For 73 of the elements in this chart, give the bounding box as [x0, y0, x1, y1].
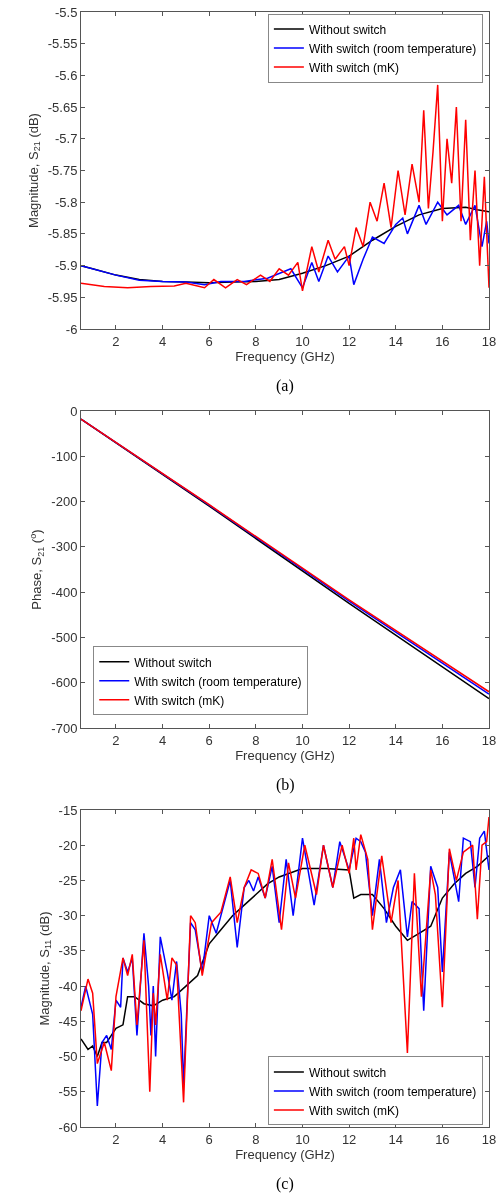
y-tick-label: -6 — [65, 321, 78, 337]
y-tick-label: 0 — [70, 403, 78, 419]
y-tick-label: -45 — [58, 1013, 78, 1029]
y-tick-label: -500 — [51, 629, 78, 645]
y-tick-label: -200 — [51, 494, 78, 510]
x-tick-label: 6 — [205, 1131, 213, 1147]
text: (c) — [276, 1175, 294, 1193]
text: (a) — [276, 377, 294, 395]
y-tick-label: -5.7 — [54, 131, 78, 147]
y-tick-label: -60 — [58, 1119, 78, 1135]
x-tick-label: 4 — [158, 333, 167, 349]
x-tick-label: 14 — [388, 333, 403, 349]
y-tick-label: -15 — [58, 802, 78, 818]
x-tick-label: 10 — [295, 732, 310, 748]
y-tick-label: -5.75 — [47, 163, 78, 179]
y-tick-label: -5.85 — [47, 226, 78, 242]
y-tick-label: -35 — [58, 943, 78, 959]
y-tick-label: -55 — [58, 1084, 78, 1100]
legend-label: With switch (room temperature) — [308, 1084, 477, 1099]
x-tick-label: 2 — [112, 1131, 120, 1147]
x-tick-label: 12 — [341, 1131, 357, 1147]
x-tick-label: 4 — [158, 1131, 167, 1147]
x-tick-label: 18 — [481, 732, 497, 748]
y-tick-label: -5.65 — [47, 99, 78, 115]
x-tick-label: 6 — [205, 732, 213, 748]
x-tick-label: 2 — [112, 333, 120, 349]
y-tick-label: -5.95 — [47, 289, 78, 305]
x-axis-title: Frequency (GHz) — [235, 349, 335, 365]
y-tick-label: -5.55 — [47, 36, 78, 52]
x-tick-label: 16 — [435, 732, 450, 748]
y-tick-label: -100 — [51, 448, 78, 464]
y-tick-label: -600 — [51, 675, 78, 691]
y-tick-label: -30 — [58, 908, 78, 924]
x-axis-title: Frequency (GHz) — [235, 748, 335, 764]
x-tick-label: 14 — [388, 1131, 403, 1147]
x-tick-label: 18 — [481, 333, 497, 349]
y-tick-label: -5.6 — [54, 67, 78, 83]
legend-label: With switch (mK) — [308, 60, 399, 75]
y-tick-label: -5.5 — [54, 4, 78, 20]
y-tick-label: -50 — [58, 1049, 78, 1065]
x-tick-label: 16 — [435, 1131, 450, 1147]
y-tick-label: -5.8 — [54, 194, 78, 210]
x-tick-label: 14 — [388, 732, 403, 748]
legend-label: Without switch — [308, 22, 387, 37]
x-tick-label: 16 — [435, 333, 450, 349]
y-tick-label: -300 — [51, 539, 78, 555]
x-tick-label: 10 — [295, 333, 310, 349]
y-tick-label: -20 — [58, 837, 78, 853]
x-axis-title: Frequency (GHz) — [235, 1147, 335, 1163]
x-tick-label: 10 — [295, 1131, 310, 1147]
legend-label: With switch (mK) — [308, 1103, 399, 1118]
x-tick-label: 8 — [252, 333, 260, 349]
line-series — [81, 84, 489, 292]
y-tick-label: -25 — [58, 872, 78, 888]
legend-label: Without switch — [134, 655, 212, 670]
y-tick-label: -400 — [51, 584, 78, 600]
x-tick-label: 4 — [158, 732, 167, 748]
x-tick-label: 2 — [112, 732, 120, 748]
legend-label: With switch (room temperature) — [308, 41, 477, 56]
x-tick-label: 8 — [252, 1131, 260, 1147]
x-tick-label: 12 — [341, 333, 357, 349]
x-tick-label: 18 — [481, 1131, 497, 1147]
legend-label: With switch (mK) — [134, 693, 225, 708]
y-tick-label: -40 — [58, 978, 78, 994]
legend-label: Without switch — [308, 1065, 387, 1080]
x-tick-label: 6 — [205, 333, 213, 349]
x-tick-label: 12 — [341, 732, 357, 748]
line-series — [81, 855, 489, 1058]
legend-label: With switch (room temperature) — [134, 674, 302, 689]
y-tick-label: -700 — [51, 720, 78, 736]
text: (b) — [276, 776, 295, 794]
x-tick-label: 8 — [252, 732, 260, 748]
y-tick-label: -5.9 — [54, 258, 78, 274]
